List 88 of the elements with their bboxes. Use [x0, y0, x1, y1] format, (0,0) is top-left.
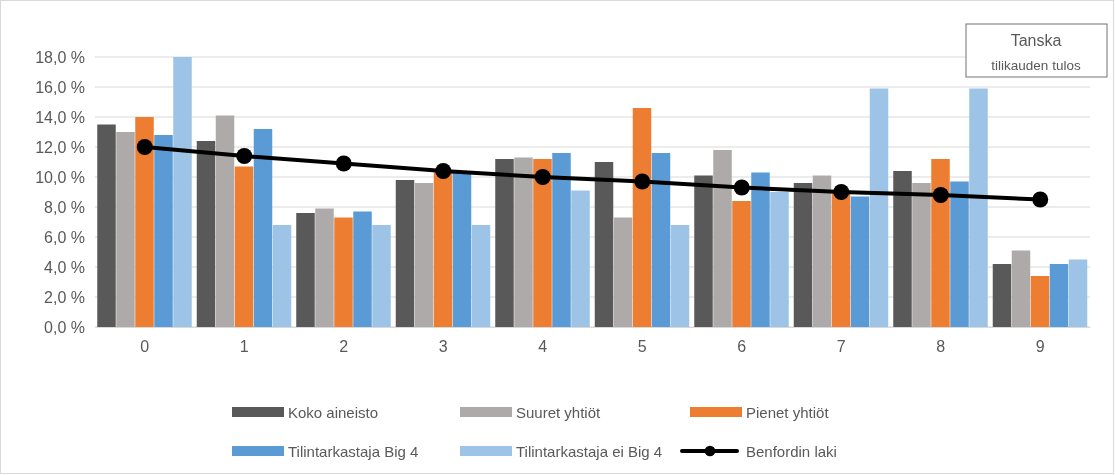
bar: [694, 175, 713, 327]
point: [634, 173, 651, 190]
bar: [651, 153, 671, 327]
y-tick-label: 18,0 %: [35, 48, 85, 66]
y-tick-label: 6,0 %: [44, 228, 85, 246]
bar: [713, 150, 732, 327]
bar: [471, 225, 491, 327]
bar: [116, 132, 135, 327]
x-tick-label: 7: [836, 338, 846, 356]
bar: [1030, 276, 1050, 327]
bar: [414, 183, 434, 327]
point: [932, 187, 949, 203]
bar: [272, 225, 292, 327]
x-tick-label: 3: [438, 338, 448, 356]
bar: [812, 175, 832, 327]
point: [534, 169, 551, 185]
bar: [869, 88, 889, 327]
x-tick-label: 4: [538, 338, 548, 356]
y-tick-label: 16,0 %: [35, 78, 85, 96]
bar: [234, 166, 254, 327]
bar: [793, 183, 813, 327]
bar: [533, 159, 552, 327]
y-tick-label: 4,0 %: [44, 258, 85, 276]
point: [1032, 191, 1049, 208]
bar: [1068, 259, 1088, 327]
bar: [215, 115, 235, 327]
x-tick-label: 2: [339, 338, 349, 356]
point: [435, 163, 452, 179]
bar: [632, 108, 652, 327]
bar: [296, 213, 315, 327]
bar: [950, 181, 969, 327]
bar: [613, 217, 633, 327]
x-tick-label: 9: [1035, 338, 1045, 356]
chart-title: Tanska: [1010, 32, 1062, 49]
bar: [433, 171, 453, 327]
bar: [173, 57, 192, 327]
bar: [1011, 250, 1031, 327]
bar: [912, 183, 931, 327]
y-tick-label: 14,0 %: [35, 108, 85, 126]
bar: [495, 159, 514, 327]
legend-label: Benfordin laki: [746, 442, 837, 460]
bar: [850, 196, 870, 327]
bar: [770, 192, 789, 327]
y-tick-label: 10,0 %: [35, 168, 85, 186]
bar: [315, 208, 334, 327]
x-tick-label: 5: [637, 338, 647, 356]
y-tick-label: 8,0 %: [44, 198, 85, 216]
point: [335, 155, 352, 172]
bar: [594, 162, 614, 327]
bar: [893, 171, 912, 327]
bar: [372, 225, 391, 327]
bar: [1049, 264, 1069, 327]
bar: [395, 180, 415, 327]
bar: [751, 172, 770, 327]
bar: [552, 153, 571, 327]
legend-label: Tilintarkastaja ei Big 4: [516, 442, 663, 460]
bar: [334, 217, 353, 327]
bar: [831, 192, 851, 327]
bar: [135, 117, 154, 327]
point: [833, 184, 850, 200]
y-tick-label: 0,0 %: [44, 318, 85, 336]
point: [733, 179, 750, 196]
chart-subtitle: tilikauden tulos: [991, 58, 1081, 73]
legend-label: Suuret yhtiöt: [516, 403, 602, 421]
bar: [571, 190, 590, 327]
bar: [514, 157, 533, 327]
legend-label: Pienet yhtiöt: [746, 403, 830, 421]
bar: [353, 211, 372, 327]
bar: [670, 225, 690, 327]
legend-label: Tilintarkastaja Big 4: [288, 442, 419, 460]
bar: [931, 159, 950, 327]
x-tick-label: 6: [737, 338, 747, 356]
bar: [196, 141, 216, 327]
bar: [154, 135, 173, 327]
bar: [253, 129, 273, 327]
point: [136, 139, 153, 155]
x-tick-label: 0: [140, 338, 150, 356]
bar: [992, 264, 1012, 327]
x-tick-label: 1: [239, 338, 249, 356]
bar: [969, 88, 988, 327]
bar: [97, 124, 116, 327]
bar: [452, 172, 472, 327]
legend-label: Koko aineisto: [288, 403, 379, 421]
x-tick-label: 8: [936, 338, 946, 356]
point: [236, 148, 253, 164]
y-tick-label: 12,0 %: [35, 138, 85, 156]
y-tick-label: 2,0 %: [44, 288, 85, 306]
bar: [732, 201, 751, 327]
